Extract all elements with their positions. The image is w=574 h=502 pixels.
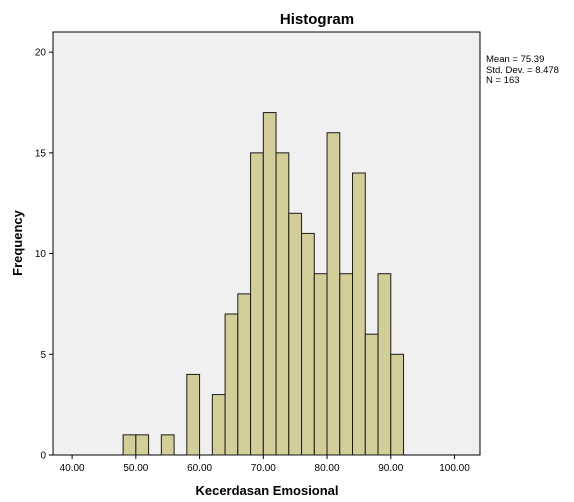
x-tick-label: 40.00: [60, 463, 85, 474]
x-tick-label: 90.00: [378, 463, 403, 474]
histogram-bar-14: [339, 273, 354, 456]
x-tick-label: 50.00: [123, 463, 148, 474]
histogram-bar-1: [135, 434, 150, 456]
chart-title: Histogram: [280, 11, 354, 28]
x-tick-label: 80.00: [315, 463, 340, 474]
x-tick-label: 100.00: [439, 463, 470, 474]
histogram-bar-15: [352, 172, 366, 456]
histogram-bar-7: [250, 152, 264, 456]
statistics-legend: Mean = 75.39 Std. Dev. = 8.478 N = 163: [486, 54, 559, 87]
histogram-bar-10: [288, 212, 303, 456]
histogram-bar-18: [390, 353, 405, 456]
y-tick-label: 5: [40, 350, 46, 361]
histogram-bar-12: [313, 273, 328, 456]
histogram-bar-3: [186, 373, 201, 456]
histogram-bar-13: [326, 132, 341, 456]
y-tick-label: 15: [35, 148, 47, 159]
y-axis: 0 5 10 15 20: [35, 48, 53, 462]
std-dev-stat: Std. Dev. = 8.478: [486, 64, 559, 76]
mean-stat: Mean = 75.39: [486, 54, 545, 65]
x-axis-label: Kecerdasan Emosional: [195, 483, 338, 498]
histogram-bar-4: [211, 394, 226, 456]
x-tick-label: 60.00: [187, 463, 212, 474]
y-tick-label: 0: [40, 451, 46, 462]
n-stat: N = 163: [486, 75, 520, 86]
x-axis: 40.00 50.00 60.00 70.00 80.00 90.00 100.00: [60, 455, 470, 474]
histogram-bar-16: [364, 333, 379, 456]
y-axis-label: Frequency: [10, 209, 25, 276]
x-tick-label: 70.00: [251, 463, 276, 474]
histogram-bar-9: [275, 152, 290, 456]
y-tick-label: 20: [35, 48, 47, 59]
y-tick-label: 10: [35, 249, 47, 260]
histogram-bar-0: [122, 434, 137, 456]
histogram-bar-8: [262, 112, 277, 456]
histogram-bar-5: [224, 313, 239, 456]
histogram-bar-2: [160, 434, 175, 456]
histogram-bar-11: [301, 232, 315, 456]
histogram-bar-6: [237, 293, 252, 456]
bars-group: [122, 112, 405, 456]
histogram-bar-17: [377, 273, 392, 456]
